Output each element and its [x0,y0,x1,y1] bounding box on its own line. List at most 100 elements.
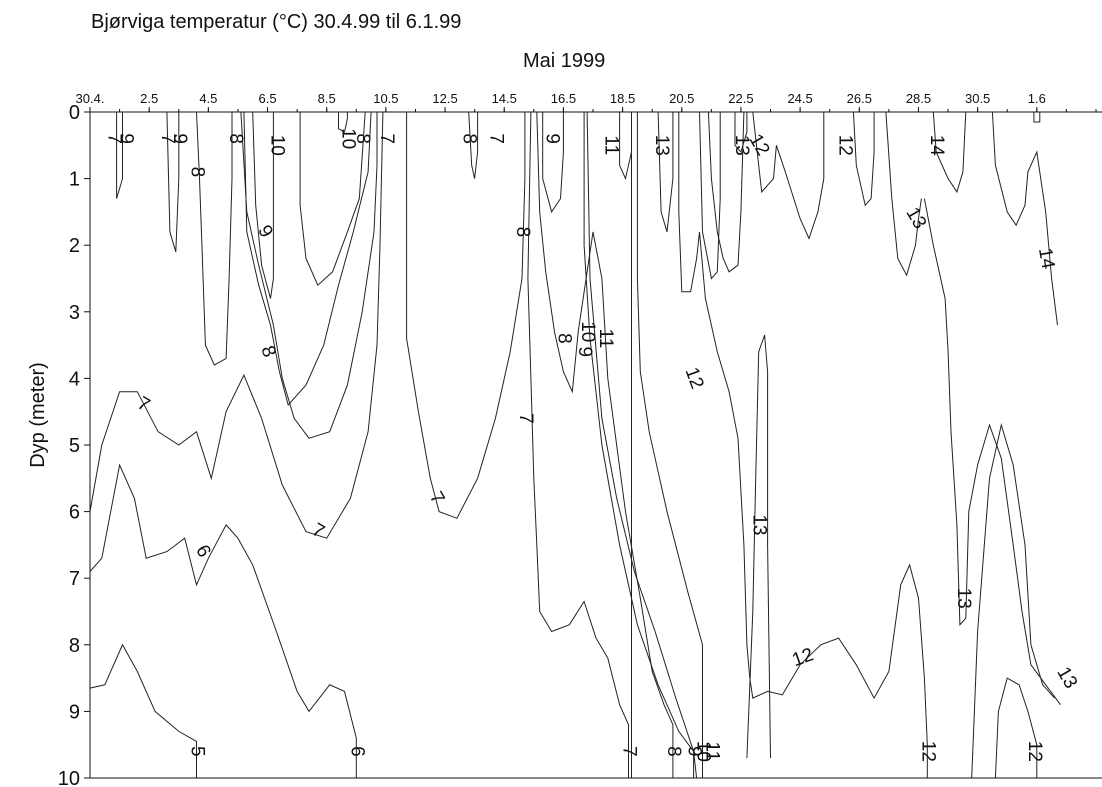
contour-label: 13 [953,588,974,609]
y-tick-label: 9 [69,701,80,723]
contour-label: 9 [115,133,136,144]
x-tick-label: 16.5 [551,91,576,106]
contour-label: 12 [834,135,855,156]
isotherm-10 [252,111,274,299]
chart-title: Bjørviga temperatur (°C) 30.4.99 til 6.1… [91,11,461,33]
isotherm-15 [338,112,348,133]
y-axis-label: Dyp (meter) [27,362,49,468]
x-axis-ticks: 30.4. 2.5 4.5 6.5 8.5 10.5 12.5 14.5 16.5 18.5 20.… [76,91,1097,112]
contour-label: 14 [926,135,947,157]
contour-label: 10 [266,135,287,156]
contour-label: 8 [352,133,373,144]
isotherm-13 [699,111,721,280]
x-tick-label: 30.4. [76,91,105,106]
isotherm-13 [746,334,771,759]
isotherm-9 [166,111,180,253]
contour-label: 13 [731,135,752,156]
contour-label: 7 [134,393,154,416]
contour-label: 11 [595,329,616,349]
y-axis-ticks: 0 1 2 3 4 5 6 7 8 9 10 [58,102,90,787]
contour-label: 13 [1052,663,1081,692]
contour-label: 5 [187,746,208,757]
y-tick-label: 2 [69,235,80,257]
contour-label: 8 [225,133,246,144]
isotherm-9 [542,112,564,214]
y-tick-label: 7 [69,568,80,590]
y-tick-label: 4 [69,368,80,390]
isotherm-9 [116,112,123,199]
contour-label: 11 [701,741,722,761]
contour-label: 11 [601,135,622,155]
isotherm-10 [586,111,698,779]
x-tick-label: 18.5 [610,91,635,106]
isotherm-8 [240,111,378,439]
isotherm-9 [243,111,372,407]
contour-label: 7 [376,133,397,144]
y-tick-label: 0 [69,102,80,124]
isotherm-6 [89,463,357,778]
isotherm-12 [994,677,1038,779]
contour-label: 13 [651,135,672,156]
isotherm-7 [527,111,629,778]
contour-label: 8 [553,333,574,344]
isotherm-10 [299,111,366,287]
x-tick-label: 4.5 [199,91,217,106]
contour-label: 12 [917,741,938,762]
isotherm-13 [923,198,1061,705]
y-tick-label: 1 [69,169,80,191]
contour-label: 12 [789,644,816,671]
contour-label: 7 [104,133,125,144]
x-tick-label: 8.5 [318,91,336,106]
x-tick-label: 12.5 [432,91,457,106]
isotherm-5 [89,643,197,778]
isotherm-12 [852,111,875,207]
contour-label: 9 [169,133,190,144]
contour-label: 9 [542,133,563,144]
contour-label: 12 [1024,741,1045,762]
x-tick-label: 20.5 [669,91,694,106]
contour-label: 8 [256,343,279,360]
x-tick-label: 22.5 [728,91,753,106]
isotherm-11 [636,112,703,778]
isotherm-7 [89,111,384,539]
contour-label: 9 [574,346,595,357]
x-tick-label: 26.5 [847,91,872,106]
isotherm-13 [707,111,745,273]
contour-label: 12 [681,365,708,392]
x-tick-label: 1.6 [1028,91,1046,106]
isotherm-9 [583,112,695,778]
contour-label: 9 [684,746,705,757]
x-tick-label: 2.5 [140,91,158,106]
plot-area [89,111,1102,779]
contour-label: 6 [346,746,367,757]
contour-label: 10 [577,321,598,342]
isotherm-12 [657,111,674,233]
isotherm-12 [752,111,825,240]
isotherm-lines [89,111,1061,779]
isotherm-12 [971,423,1055,779]
y-tick-label: 5 [69,435,80,457]
x-tick-label: 14.5 [492,91,517,106]
x-tick-label: 24.5 [787,91,812,106]
x-tick-label: 10.5 [373,91,398,106]
chart-subtitle: Mai 1999 [523,50,605,72]
x-tick-label: 28.5 [906,91,931,106]
contour-label: 6 [191,541,214,561]
contour-label: 7 [308,519,328,542]
contour-label: 14 [1034,246,1058,271]
isotherm-8 [536,111,674,778]
contour-label: 8 [663,746,684,757]
contour-label: 10 [692,741,713,762]
isotherm-12 [885,111,922,277]
isotherm-7 [406,112,526,519]
isotherm-14 [932,111,967,194]
isotherm-14 [991,111,1058,326]
contour-label: 7 [157,133,178,144]
isotherm-15 [1033,112,1041,123]
y-tick-label: 6 [69,502,80,524]
isotherm-13 [734,112,748,154]
contour-label: 7 [515,413,536,424]
y-tick-label: 8 [69,635,80,657]
